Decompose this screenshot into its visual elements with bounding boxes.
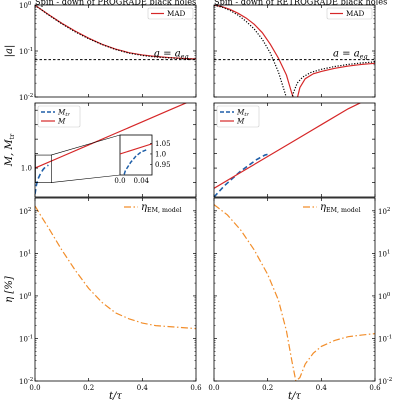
prograde-efficiency-legend-label: ηEM, model xyxy=(141,202,182,214)
prograde-mass-zoom-connector xyxy=(51,134,121,156)
retrograde-efficiency-ytick-label: 10-2 xyxy=(378,377,392,386)
prograde-mass-inset-xtick-label: 0.04 xyxy=(134,177,150,185)
prograde-efficiency-ytick-label: 10-1 xyxy=(19,334,33,343)
prograde-mass-inset-ytick-label: 1.05 xyxy=(155,140,171,148)
prograde-spin-legend xyxy=(147,7,194,20)
retrograde-efficiency-ytick-label: 102 xyxy=(378,207,390,216)
prograde-mass-ytick-label: 1.0 xyxy=(21,165,32,173)
prograde-mass-ylabel: M, Mtr xyxy=(4,133,16,167)
prograde-efficiency-ytick-label: 10-2 xyxy=(19,377,33,386)
retrograde-mass-frame xyxy=(213,102,376,198)
prograde-efficiency-series-0 xyxy=(35,205,196,330)
prograde-mass-zoom-box xyxy=(35,154,52,183)
prograde-efficiency-frame xyxy=(34,197,197,382)
prograde-efficiency-ytick-label: 102 xyxy=(19,207,31,216)
prograde-efficiency-ytick-label: 101 xyxy=(19,249,31,258)
retrograde-efficiency-xtick-label: 0.4 xyxy=(316,384,328,392)
prograde-mass-series-0 xyxy=(35,164,49,195)
prograde-mass-inset-series-0 xyxy=(123,149,147,175)
prograde-efficiency-ytick-label: 100 xyxy=(19,292,32,301)
prograde-mass-frame xyxy=(34,102,197,198)
prograde-spin-title: Spin - down of PROGRADE black holes xyxy=(35,0,196,7)
prograde-mass-inset-frame xyxy=(119,134,153,176)
prograde-efficiency-xtick-label: 0.0 xyxy=(29,384,40,392)
prograde-spin-legend-label: MAD xyxy=(167,9,186,18)
retrograde-efficiency-legend-label: ηEM, model xyxy=(320,202,361,214)
retrograde-efficiency-xtick-label: 0.2 xyxy=(262,384,273,392)
prograde-mass-inset-xtick-label: 0.0 xyxy=(114,177,125,185)
prograde-spin-ytick-label: 100 xyxy=(19,1,32,10)
prograde-efficiency-xtick-label: 0.6 xyxy=(190,384,202,392)
retrograde-mass-series-1 xyxy=(214,103,362,189)
prograde-spin-series-1 xyxy=(35,5,196,60)
prograde-mass-inset-ytick-label: 1.0 xyxy=(155,150,166,158)
retrograde-spin-title: Spin - down of RETROGRADE black holes xyxy=(214,0,387,7)
prograde-efficiency-xlabel: t/τ xyxy=(109,391,122,402)
retrograde-efficiency-xlabel: t/τ xyxy=(288,391,301,402)
prograde-mass-legend-label: Mtr xyxy=(57,108,70,119)
prograde-mass-legend-label: M xyxy=(57,117,66,126)
retrograde-efficiency-ytick-label: 100 xyxy=(378,292,391,301)
prograde-spin-ylabel: |a| xyxy=(4,45,15,58)
retrograde-mass-legend-label: Mtr xyxy=(236,108,249,119)
retrograde-spin-legend xyxy=(326,7,373,20)
prograde-efficiency-ylabel: η [%] xyxy=(4,276,15,303)
retrograde-efficiency-xtick-label: 0.6 xyxy=(369,384,381,392)
prograde-efficiency-xtick-label: 0.4 xyxy=(137,384,149,392)
retrograde-mass-legend-label: M xyxy=(236,117,245,126)
retrograde-efficiency-series-0 xyxy=(214,204,375,381)
retrograde-mass-series-0 xyxy=(214,152,271,197)
prograde-efficiency-xtick-label: 0.2 xyxy=(83,384,94,392)
retrograde-spin-series-0 xyxy=(214,5,375,97)
retrograde-spin-legend-label: MAD xyxy=(346,9,365,18)
retrograde-spin-series-1 xyxy=(214,5,375,97)
prograde-mass-inset-ytick-label: 0.95 xyxy=(155,161,171,169)
retrograde-efficiency-xtick-label: 0.0 xyxy=(208,384,219,392)
retrograde-efficiency-ytick-label: 10-1 xyxy=(378,334,392,343)
prograde-mass-zoom-connector xyxy=(51,174,121,183)
prograde-spin-aeq-label: a = aeq xyxy=(154,49,189,61)
retrograde-efficiency-frame xyxy=(213,197,376,382)
retrograde-efficiency-ytick-label: 101 xyxy=(378,249,390,258)
prograde-spin-ytick-label: 10-1 xyxy=(19,47,33,56)
prograde-spin-ytick-label: 10-2 xyxy=(19,93,33,102)
prograde-mass-series-1 xyxy=(35,103,188,169)
retrograde-spin-aeq-label: a = aeq xyxy=(333,49,368,61)
